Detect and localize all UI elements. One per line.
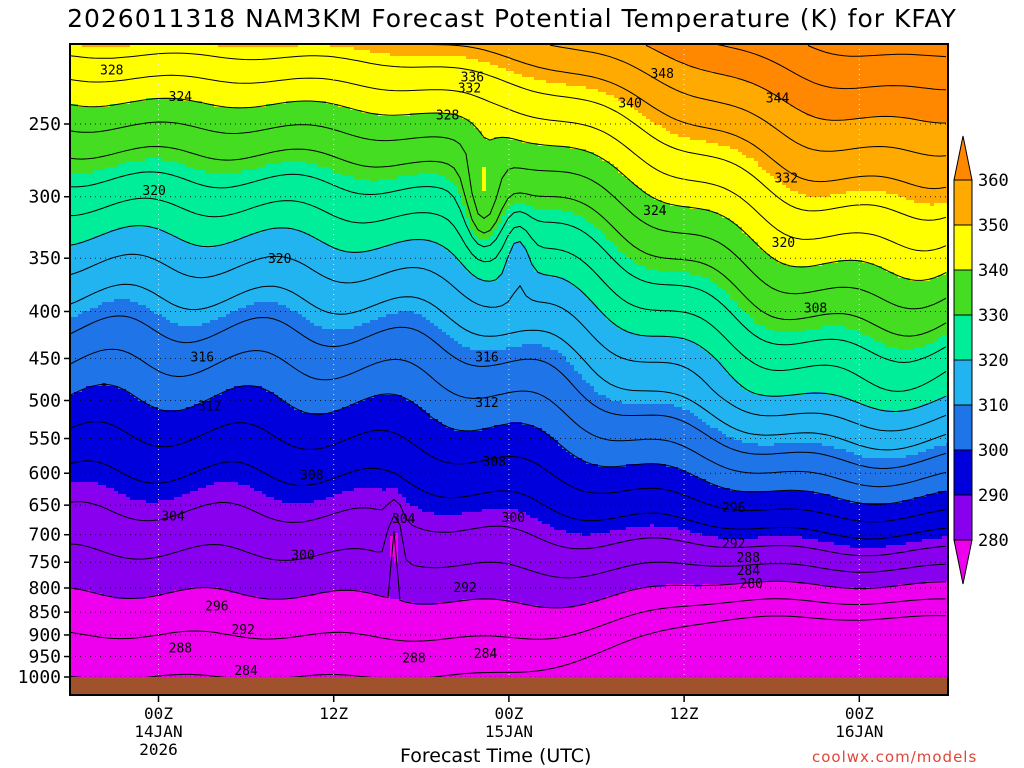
contour-label: 340	[618, 97, 641, 112]
colorbar-swatch	[953, 224, 973, 271]
colorbar-label: 360	[978, 171, 1009, 191]
contour-label: 284	[737, 564, 761, 579]
contour-label: 332	[775, 172, 798, 187]
colorbar-top-arrow	[953, 135, 973, 181]
x-tick-label: 16JAN	[835, 722, 883, 741]
x-tick-label: 14JAN	[134, 722, 182, 741]
contour-label: 288	[737, 551, 760, 566]
colorbar-swatch	[953, 494, 973, 541]
colorbar-label: 280	[978, 531, 1009, 551]
y-tick-label: 750	[28, 552, 61, 573]
contour-label: 328	[436, 108, 459, 123]
contour-label: 324	[169, 90, 193, 105]
colorbar-label: 290	[978, 486, 1009, 506]
y-tick-label: 450	[28, 348, 61, 369]
contour-label: 308	[483, 455, 506, 470]
credit-watermark[interactable]: coolwx.com/models	[812, 748, 978, 766]
colorbar-swatch	[953, 449, 973, 496]
contour-label: 296	[722, 501, 745, 516]
y-tick-label: 900	[28, 625, 61, 646]
contour-label: 348	[650, 67, 673, 82]
y-tick-label: 800	[28, 578, 61, 599]
contour-label: 292	[453, 581, 476, 596]
contour-label: 332	[458, 81, 481, 96]
contour-label: 304	[392, 512, 416, 527]
gridlines	[70, 44, 948, 678]
colorbar-swatch	[953, 179, 973, 226]
contour-label: 320	[268, 252, 291, 267]
contour-label: 336	[461, 71, 484, 86]
y-tick-label: 600	[28, 463, 61, 484]
colorbar-label: 350	[978, 216, 1009, 236]
colorbar-label: 300	[978, 441, 1009, 461]
contour-label: 324	[643, 204, 667, 219]
y-tick-label: 300	[28, 187, 61, 208]
colorbar-swatch	[953, 269, 973, 316]
colorbar-label: 310	[978, 396, 1009, 416]
x-tick-label: 00Z	[845, 704, 874, 723]
contour-label: 308	[804, 301, 827, 316]
y-tick-label: 850	[28, 602, 61, 623]
chart-title: 2026011318 NAM3KM Forecast Potential Tem…	[67, 4, 957, 33]
contour-label: 304	[161, 509, 185, 524]
contour-label: 320	[142, 184, 165, 199]
y-tick-label: 500	[28, 391, 61, 412]
colorbar-bottom-arrow	[953, 539, 973, 585]
contour-label: 312	[475, 396, 498, 411]
y-tick-label: 350	[28, 248, 61, 269]
contour-label: 284	[234, 664, 258, 679]
contour-label: 300	[291, 549, 314, 564]
contour-label: 300	[502, 511, 525, 526]
y-tick-label: 650	[28, 495, 61, 516]
colorbar-swatch	[953, 359, 973, 406]
y-tick-label: 550	[28, 429, 61, 450]
contour-label: 328	[100, 63, 123, 78]
colorbar-label: 320	[978, 351, 1009, 371]
colorbar-swatch	[953, 404, 973, 451]
contour-label: 292	[231, 623, 254, 638]
contour-label: 308	[300, 469, 323, 484]
x-tick-label: 15JAN	[485, 722, 533, 741]
colorbar-label: 340	[978, 261, 1009, 281]
y-tick-label: 1000	[18, 667, 61, 688]
colorbar-swatch	[953, 314, 973, 361]
contour-label: 320	[772, 236, 795, 251]
x-tick-label: 00Z	[494, 704, 523, 723]
x-tick-label: 12Z	[670, 704, 699, 723]
contour-label: 288	[169, 642, 192, 657]
x-axis-label: Forecast Time (UTC)	[400, 745, 592, 767]
contour-label: 292	[722, 537, 745, 552]
contour-label: 316	[191, 351, 214, 366]
y-tick-label: 400	[28, 301, 61, 322]
contour-label: 312	[198, 399, 221, 414]
contour-label: 296	[205, 600, 228, 615]
y-tick-label: 700	[28, 525, 61, 546]
x-tick-label: 2026	[139, 740, 178, 759]
contour-label: 284	[474, 647, 498, 662]
contour-label: 280	[740, 577, 763, 592]
y-tick-label: 950	[28, 647, 61, 668]
contour-label: 288	[402, 651, 425, 666]
contour-label: 344	[766, 92, 790, 107]
x-tick-label: 12Z	[319, 704, 348, 723]
x-tick-label: 00Z	[144, 704, 173, 723]
contour-label: 316	[475, 351, 498, 366]
colorbar-label: 330	[978, 306, 1009, 326]
y-tick-label: 250	[28, 114, 61, 135]
ground-band	[70, 677, 948, 695]
